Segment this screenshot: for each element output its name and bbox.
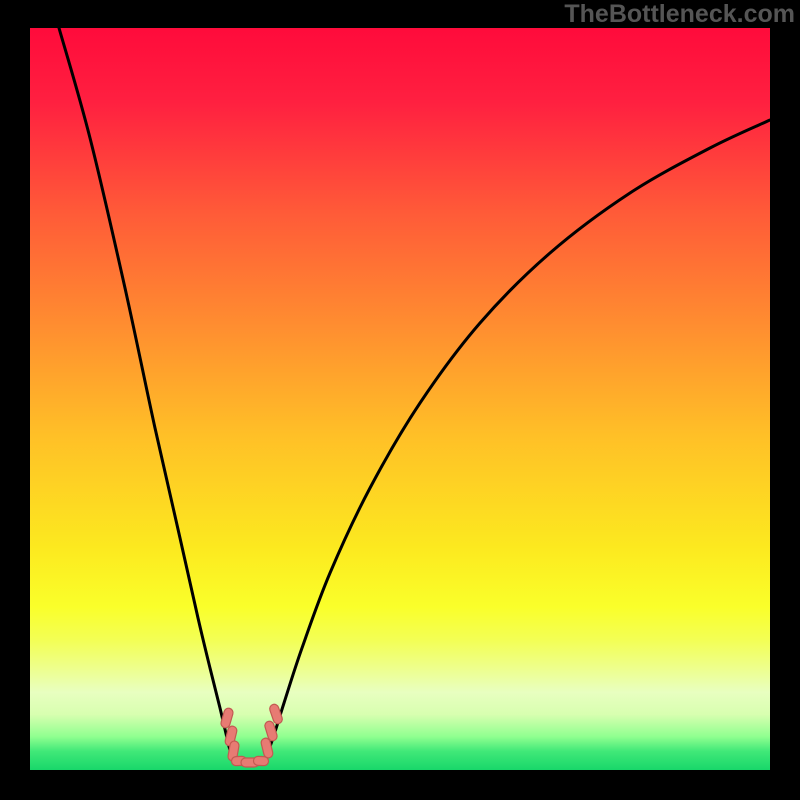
plot-area — [30, 28, 770, 770]
curve-right — [265, 120, 770, 760]
curve-layer — [30, 28, 770, 770]
watermark-text: TheBottleneck.com — [564, 0, 795, 29]
curve-left — [59, 28, 234, 760]
